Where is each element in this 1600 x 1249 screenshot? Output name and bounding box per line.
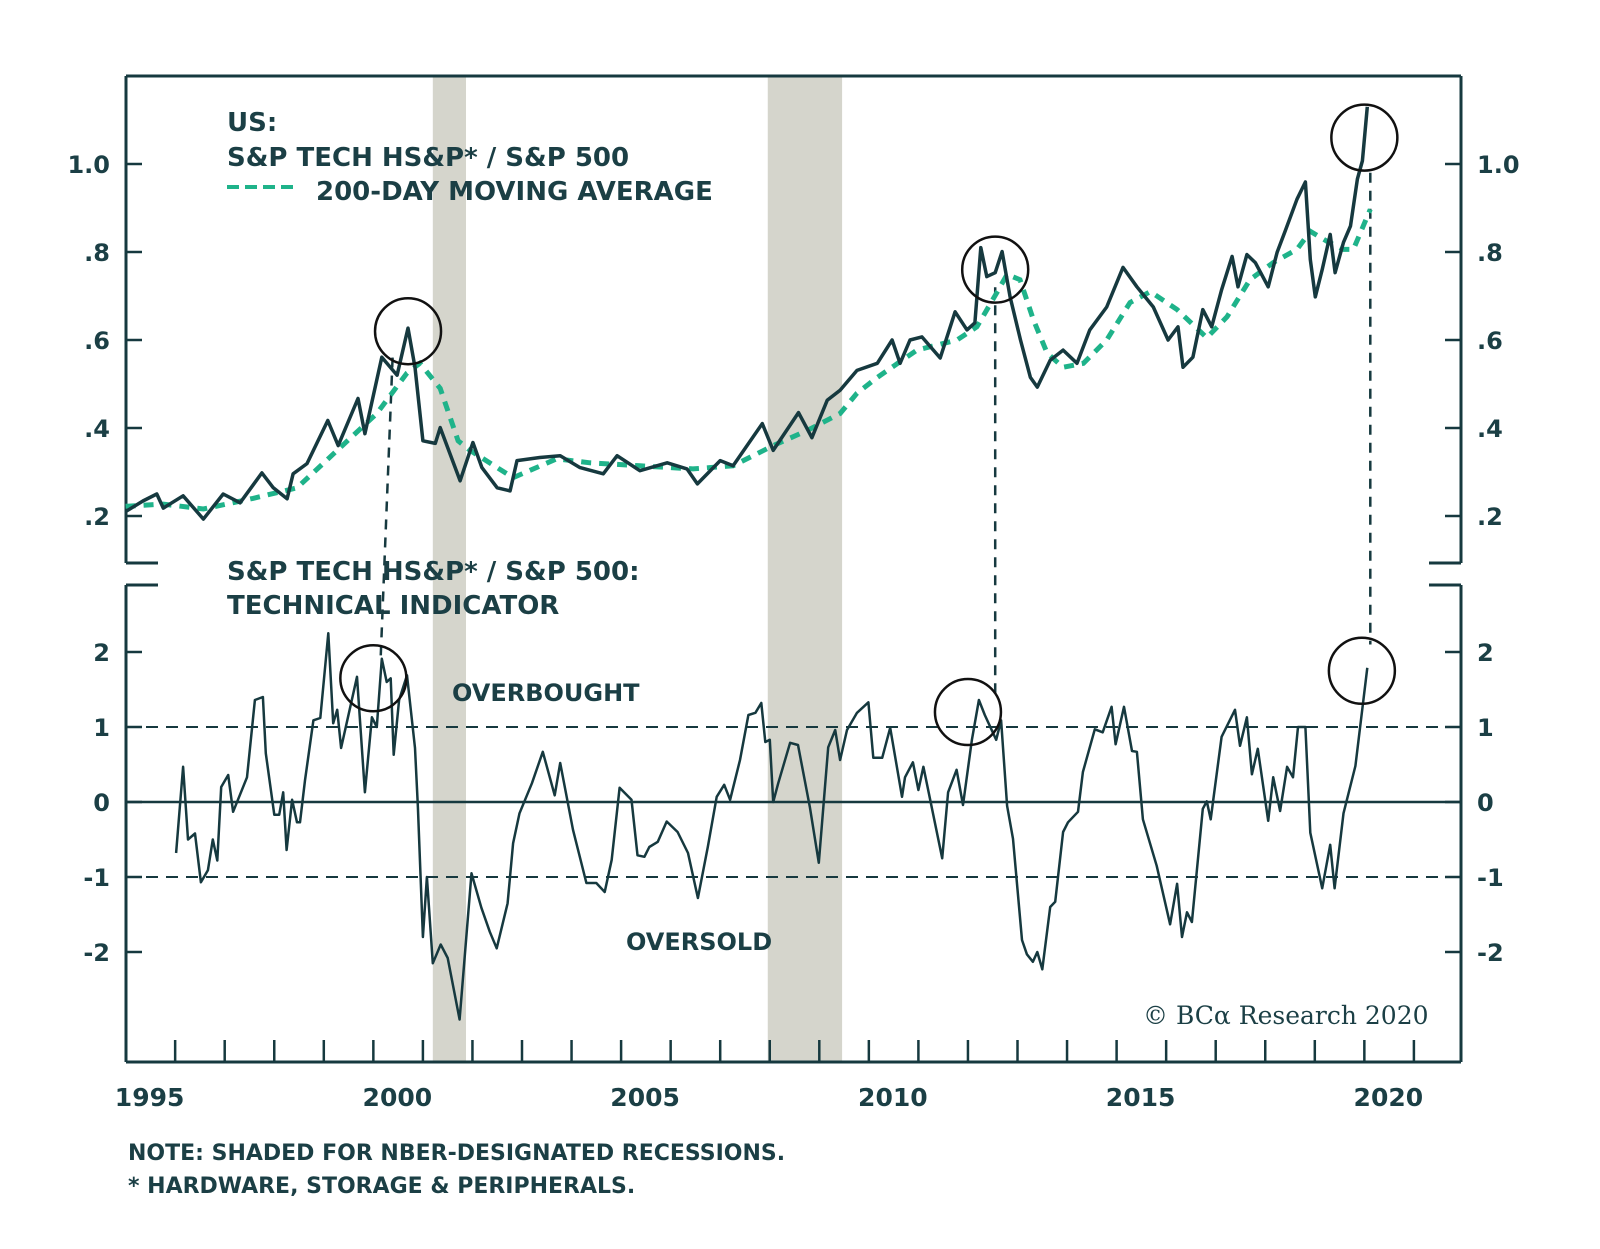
- ytick-label-left-bottom: 2: [93, 639, 110, 667]
- note-recessions: NOTE: SHADED FOR NBER-DESIGNATED RECESSI…: [128, 1141, 785, 1166]
- recession-shading-layer: [432, 76, 843, 1062]
- copyright: © BCα Research 2020: [1143, 1001, 1429, 1030]
- ytick-label-right-top: .8: [1477, 239, 1503, 267]
- highlight-circle-top: [1330, 103, 1399, 172]
- ytick-label-right-top: 1.0: [1477, 151, 1520, 179]
- ytick-label-left-top: .6: [84, 327, 110, 355]
- highlight-circle-bottom: [339, 644, 408, 713]
- series-technical-indicator: [174, 632, 1369, 1021]
- ytick-label-right-bottom: 2: [1477, 639, 1494, 667]
- bottom-title-line2: TECHNICAL INDICATOR: [227, 591, 559, 621]
- ytick-label-left-top: .2: [84, 503, 110, 531]
- connector-lines: [379, 172, 1372, 694]
- connector-line: [379, 357, 394, 660]
- xtick-label: 2005: [610, 1083, 680, 1112]
- ytick-label-left-bottom: -1: [83, 864, 110, 892]
- chart-frame: [124, 74, 1463, 1064]
- highlight-circles: [339, 103, 1399, 747]
- ytick-label-right-top: .2: [1477, 503, 1503, 531]
- recession-band: [767, 76, 843, 1062]
- ytick-label-right-top: .6: [1477, 327, 1503, 355]
- ytick-label-right-bottom: -1: [1477, 864, 1504, 892]
- series-layer: [124, 106, 1373, 1021]
- xtick-label: 2010: [858, 1083, 928, 1112]
- bottom-title-line1: S&P TECH HS&P* / S&P 500:: [227, 557, 639, 587]
- ytick-label-right-bottom: 0: [1477, 789, 1494, 817]
- xtick-label: 2015: [1106, 1083, 1176, 1112]
- ytick-label-right-bottom: 1: [1477, 714, 1494, 742]
- ytick-label-left-bottom: -2: [83, 939, 110, 967]
- legend-ma-label: 200-DAY MOVING AVERAGE: [316, 177, 713, 207]
- ytick-label-left-bottom: 1: [93, 714, 110, 742]
- ytick-label-right-bottom: -2: [1477, 939, 1504, 967]
- axis-ticks: [126, 162, 1461, 1062]
- highlight-circle-bottom: [1327, 636, 1397, 705]
- ytick-label-right-top: .4: [1477, 415, 1503, 443]
- series-ratio: [124, 106, 1370, 521]
- top-title-line2: S&P TECH HS&P* / S&P 500: [227, 143, 629, 173]
- highlight-circle-bottom: [933, 677, 1003, 747]
- highlight-circle-top: [960, 235, 1030, 304]
- highlight-circle-top: [373, 296, 443, 366]
- recession-band: [432, 76, 467, 1062]
- overbought-label: OVERBOUGHT: [452, 679, 640, 707]
- oversold-label: OVERSOLD: [626, 928, 772, 956]
- reference-lines: [126, 726, 1461, 878]
- xtick-label: 2000: [363, 1083, 433, 1112]
- ytick-label-left-bottom: 0: [93, 789, 110, 817]
- ytick-label-left-top: 1.0: [67, 151, 110, 179]
- xtick-label: 1995: [115, 1083, 185, 1112]
- top-title-line1: US:: [227, 108, 277, 138]
- tick-labels: .2 .2 .4 .4 .6 .6 .8 .8 1.0 1.0 2 2 1 1 0 0 -1 -1 -2 -2 1995…: [67, 151, 1519, 1112]
- ytick-label-left-top: .8: [84, 239, 110, 267]
- note-footnote: * HARDWARE, STORAGE & PERIPHERALS.: [128, 1174, 635, 1199]
- ytick-label-left-top: .4: [84, 415, 110, 443]
- xtick-label: 2020: [1354, 1083, 1424, 1112]
